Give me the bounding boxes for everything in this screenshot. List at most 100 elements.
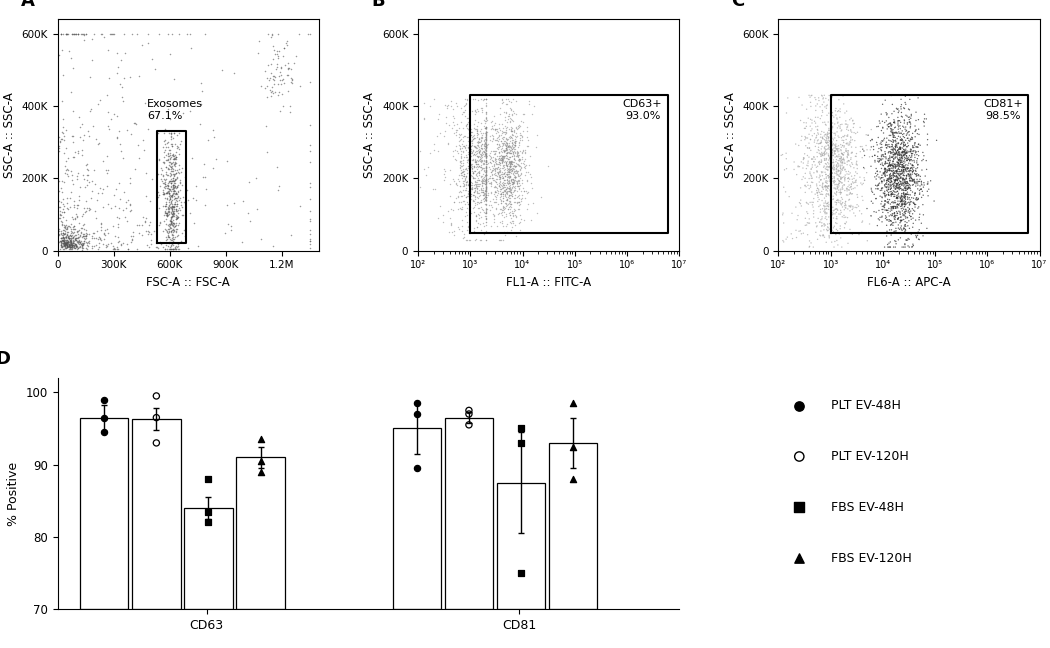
Point xyxy=(916,121,932,132)
Point xyxy=(879,185,896,196)
Point xyxy=(445,197,462,207)
Point xyxy=(800,180,817,191)
Point xyxy=(474,202,490,212)
Point xyxy=(507,161,524,171)
Point xyxy=(501,189,518,200)
Point xyxy=(833,152,849,163)
Point xyxy=(165,179,182,190)
Point xyxy=(91,234,108,244)
Point xyxy=(478,178,495,188)
Point xyxy=(158,188,174,198)
Point xyxy=(504,182,521,192)
Point xyxy=(830,152,846,162)
Point xyxy=(901,216,918,226)
Point xyxy=(76,238,92,249)
Point xyxy=(823,134,840,145)
Point xyxy=(284,75,300,85)
Point xyxy=(898,126,915,136)
Point xyxy=(842,132,859,142)
Point xyxy=(883,121,900,132)
Point xyxy=(898,185,915,196)
Point xyxy=(892,134,909,145)
Point xyxy=(477,148,493,159)
Point xyxy=(477,178,493,189)
Point xyxy=(50,202,67,212)
Point xyxy=(492,172,509,183)
Point xyxy=(455,181,471,191)
Point xyxy=(488,191,505,202)
Point xyxy=(900,233,917,244)
Point xyxy=(476,189,492,199)
Point xyxy=(450,129,467,139)
Point xyxy=(847,128,864,139)
Point xyxy=(872,167,888,177)
Point xyxy=(500,94,517,104)
Point xyxy=(895,188,911,198)
Point xyxy=(899,148,916,158)
Point xyxy=(264,29,280,39)
Point xyxy=(890,150,907,160)
Point xyxy=(879,140,896,150)
Point xyxy=(162,193,178,203)
Point xyxy=(499,147,516,157)
Point xyxy=(887,142,904,152)
Point xyxy=(844,229,861,240)
Point xyxy=(887,161,904,172)
Point xyxy=(472,226,489,236)
Point xyxy=(486,154,503,165)
Point xyxy=(478,157,495,167)
Point xyxy=(55,230,71,240)
Point xyxy=(478,185,495,196)
Point xyxy=(848,200,865,210)
Point xyxy=(889,213,906,224)
Point xyxy=(889,202,906,212)
Point xyxy=(814,170,831,181)
Point xyxy=(811,157,827,167)
Point xyxy=(810,190,826,200)
Point xyxy=(499,195,516,205)
Point xyxy=(484,130,501,141)
Point xyxy=(502,148,519,158)
Point xyxy=(819,198,836,209)
Point xyxy=(55,238,71,249)
Point xyxy=(824,133,841,143)
Point xyxy=(892,183,909,194)
Point xyxy=(453,161,469,171)
Point xyxy=(69,227,86,237)
Point xyxy=(883,136,900,146)
Point xyxy=(273,70,290,80)
Point xyxy=(470,142,487,152)
Point xyxy=(824,150,841,161)
Point xyxy=(498,159,514,170)
Point xyxy=(891,179,908,190)
Point xyxy=(834,125,851,135)
Point xyxy=(174,108,191,119)
Point xyxy=(885,129,902,139)
Point xyxy=(455,146,471,156)
Point xyxy=(496,151,512,161)
Point xyxy=(828,154,845,165)
Point xyxy=(509,165,526,176)
Point xyxy=(234,196,251,206)
Point xyxy=(826,197,843,207)
Point xyxy=(854,217,870,227)
Point xyxy=(504,133,521,143)
Point xyxy=(831,95,847,105)
Point xyxy=(497,175,513,185)
Point xyxy=(461,156,478,166)
Point xyxy=(69,236,86,246)
Point xyxy=(478,141,495,151)
Point xyxy=(884,167,901,177)
Point xyxy=(478,163,495,173)
Point xyxy=(505,175,522,185)
Point xyxy=(520,198,537,209)
Point xyxy=(835,154,852,165)
Point xyxy=(460,143,477,153)
Point xyxy=(472,157,489,167)
Point xyxy=(826,165,843,175)
Point xyxy=(821,128,838,139)
Point xyxy=(495,189,511,199)
Point xyxy=(894,153,910,163)
Point xyxy=(461,125,478,135)
Point xyxy=(446,226,463,236)
